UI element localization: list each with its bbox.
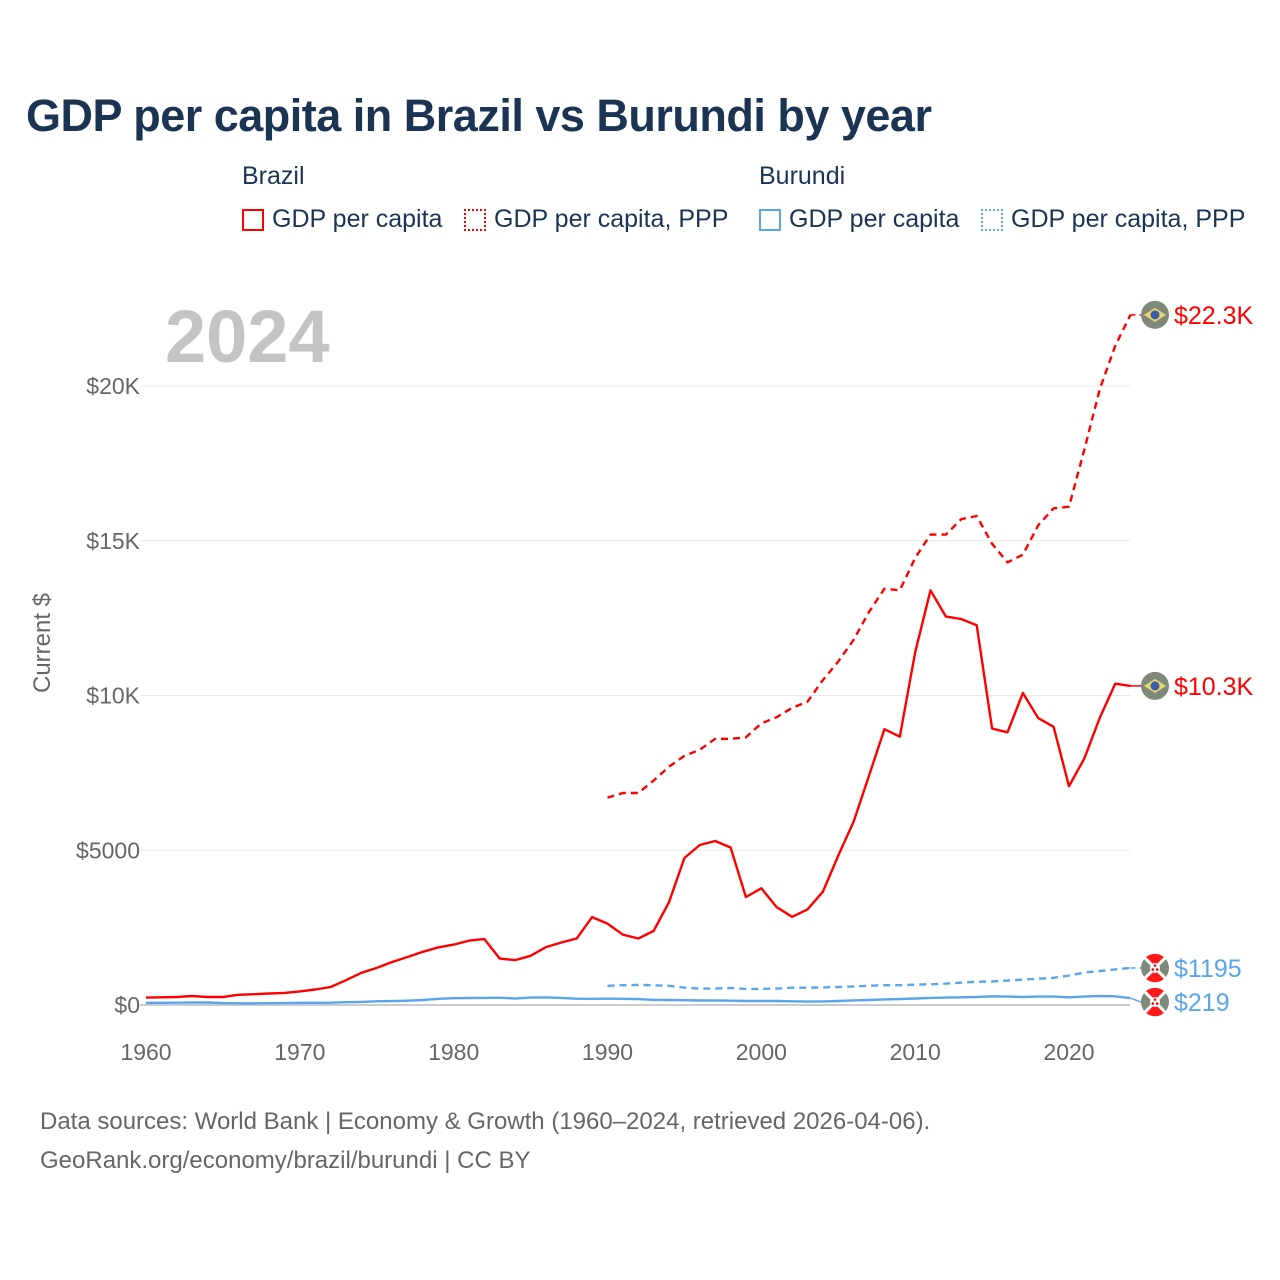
series-line-brazil-gdp-per-capita-ppp [607, 314, 1132, 799]
end-value-label: $22.3K [1174, 302, 1254, 330]
legend-swatch-dotted-red [464, 208, 486, 231]
legend-label: GDP per capita, PPP [1011, 205, 1246, 233]
legend-brazil-ppp[interactable]: GDP per capita, PPP [464, 205, 728, 234]
end-connector [1130, 997, 1142, 1003]
legend-burundi-ppp[interactable]: GDP per capita, PPP [981, 205, 1245, 234]
end-value-label: $1195 [1174, 955, 1242, 983]
chart-title: GDP per capita in Brazil vs Burundi by y… [26, 90, 932, 141]
burundi-flag-icon [1141, 987, 1169, 1017]
x-tick-label: 1980 [428, 1039, 479, 1065]
x-tick-label: 2000 [736, 1039, 787, 1065]
x-tick-label: 1970 [274, 1039, 325, 1065]
x-tick-label: 2020 [1043, 1039, 1094, 1065]
y-tick-label: $0 [114, 992, 140, 1018]
y-axis-label: Current $ [29, 593, 56, 693]
brazil-flag-icon [1141, 300, 1169, 329]
legend-group-brazil: Brazil [242, 162, 305, 190]
legend-swatch-dotted-blue [981, 208, 1003, 231]
legend-label: GDP per capita [272, 205, 443, 233]
x-tick-label: 2010 [890, 1039, 941, 1065]
brazil-flag-icon [1141, 671, 1169, 700]
y-tick-label: $5000 [76, 837, 140, 863]
flag-star [1153, 964, 1157, 967]
flag-star [1155, 968, 1159, 971]
burundi-flag-icon [1141, 953, 1169, 983]
legend-swatch-solid-red [242, 208, 264, 231]
flag-star [1155, 1002, 1159, 1005]
legend-burundi-gdp[interactable]: GDP per capita [759, 205, 959, 234]
footer-link[interactable]: GeoRank.org/economy/brazil/burundi | CC … [40, 1147, 531, 1174]
legend-group-burundi: Burundi [759, 162, 846, 190]
flag-star [1153, 998, 1157, 1001]
flag-star [1151, 968, 1155, 971]
flag-star [1151, 1002, 1155, 1005]
legend-swatch-solid-blue [759, 208, 781, 231]
series-line-burundi-gdp-per-capita [146, 994, 1131, 1005]
flag-globe [1150, 310, 1160, 320]
flag-globe [1150, 681, 1160, 691]
series-line-brazil-gdp-per-capita [145, 589, 1131, 999]
series-line-burundi-gdp-per-capita-ppp [607, 966, 1131, 991]
y-tick-label: $15K [86, 528, 140, 554]
y-tick-label: $10K [86, 683, 140, 709]
footer-source: Data sources: World Bank | Economy & Gro… [40, 1108, 931, 1135]
end-value-label: $219 [1174, 989, 1230, 1017]
x-tick-label: 1990 [582, 1039, 633, 1065]
end-value-label: $10.3K [1174, 673, 1254, 701]
legend-label: GDP per capita, PPP [494, 205, 729, 233]
y-tick-label: $20K [86, 373, 140, 399]
year-watermark: 2024 [165, 295, 330, 378]
legend-brazil-gdp[interactable]: GDP per capita [242, 205, 442, 234]
x-tick-label: 1960 [120, 1039, 171, 1065]
legend-label: GDP per capita [789, 205, 960, 233]
